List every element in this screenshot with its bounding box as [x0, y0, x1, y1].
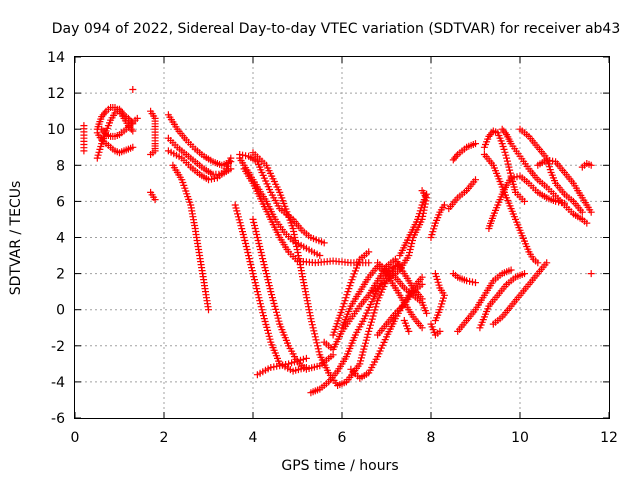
- series-markers: [476, 270, 528, 332]
- series-markers: [147, 107, 159, 158]
- y-tick-label: 12: [47, 86, 65, 102]
- series-markers: [164, 111, 235, 169]
- y-tick-label: -2: [51, 339, 65, 355]
- series-17: [253, 354, 310, 379]
- series-13: [240, 165, 373, 267]
- series-markers: [534, 156, 595, 216]
- series-35: [454, 266, 515, 335]
- y-tick-label: 10: [47, 122, 65, 138]
- series-markers: [516, 125, 586, 216]
- x-axis-ticks: 0 2 4 6 8 10 12: [71, 57, 618, 446]
- series-markers: [164, 147, 235, 184]
- series-markers: [253, 354, 310, 379]
- y-tick-label: -4: [51, 375, 65, 391]
- series-5: [129, 86, 137, 93]
- y-axis-ticks: -6 -4 -2 0 2 4 6 8 10 12 14: [47, 50, 609, 427]
- series-markers: [489, 259, 551, 328]
- series-markers: [98, 114, 141, 140]
- series-18: [249, 149, 399, 389]
- series-4: [98, 114, 141, 140]
- series-markers: [129, 86, 137, 93]
- x-tick-label: 10: [511, 430, 529, 446]
- x-tick-label: 12: [600, 430, 618, 446]
- series-markers: [449, 140, 479, 164]
- series-markers: [80, 122, 88, 155]
- series-markers: [587, 270, 595, 278]
- x-axis-label: GPS time / hours: [281, 458, 398, 474]
- y-tick-label: -6: [51, 411, 65, 427]
- series-markers: [578, 160, 595, 171]
- series-markers: [498, 125, 591, 227]
- series-44: [578, 160, 595, 171]
- y-tick-label: 14: [47, 50, 65, 66]
- series-31: [431, 270, 448, 324]
- series-markers: [480, 151, 542, 267]
- series-7: [147, 107, 159, 158]
- series-30: [427, 201, 448, 241]
- plot-frame: [74, 56, 610, 419]
- series-markers: [445, 176, 479, 213]
- series-markers: [374, 259, 431, 317]
- series-38: [480, 151, 542, 267]
- series-43: [534, 156, 595, 216]
- series-36: [476, 270, 528, 332]
- series-markers: [396, 190, 431, 259]
- series-markers: [400, 317, 413, 335]
- chart-title: Day 094 of 2022, Sidereal Day-to-day VTE…: [52, 21, 621, 37]
- series-markers: [147, 188, 159, 204]
- series-22: [329, 248, 373, 339]
- series-markers: [329, 248, 373, 339]
- series-42: [516, 125, 586, 216]
- series-markers: [454, 266, 515, 335]
- series-3: [93, 129, 137, 157]
- series-markers: [93, 129, 137, 157]
- series-markers: [427, 201, 448, 241]
- y-axis-label: SDTVAR / TECUs: [8, 181, 24, 296]
- series-12: [236, 151, 328, 247]
- series-15: [231, 201, 310, 375]
- series-markers: [427, 320, 444, 339]
- series-11: [169, 161, 212, 314]
- y-tick-label: 2: [56, 267, 65, 283]
- series-0: [80, 122, 88, 155]
- series-markers: [449, 270, 479, 287]
- series-8: [164, 111, 235, 169]
- y-tick-label: 6: [56, 194, 65, 210]
- series-markers: [249, 149, 399, 389]
- y-tick-label: 0: [56, 303, 65, 319]
- y-tick-label: 8: [56, 158, 65, 174]
- series-6: [147, 188, 159, 204]
- series-markers: [236, 151, 328, 247]
- series-markers: [431, 270, 448, 324]
- y-tick-label: 4: [56, 231, 65, 247]
- series-40: [489, 259, 551, 328]
- x-tick-label: 6: [338, 430, 347, 446]
- series-markers: [480, 127, 528, 205]
- x-tick-label: 4: [249, 430, 258, 446]
- series-markers: [169, 161, 212, 314]
- series-10: [164, 147, 235, 184]
- series-markers: [231, 201, 310, 375]
- x-tick-label: 0: [71, 430, 80, 446]
- x-tick-label: 2: [160, 430, 169, 446]
- data-points: [80, 86, 595, 397]
- series-33: [449, 270, 479, 287]
- x-tick-label: 8: [427, 430, 436, 446]
- series-markers: [485, 172, 568, 232]
- series-27: [374, 259, 431, 317]
- series-45: [587, 270, 595, 278]
- series-29: [427, 320, 444, 339]
- series-markers: [249, 215, 337, 373]
- series-34: [449, 140, 479, 164]
- series-28: [400, 317, 413, 335]
- series-39: [485, 172, 568, 232]
- series-markers: [240, 165, 373, 267]
- series-16: [249, 215, 337, 373]
- series-37: [480, 127, 528, 205]
- series-32: [445, 176, 479, 213]
- series-26: [396, 190, 431, 259]
- series-41: [498, 125, 591, 227]
